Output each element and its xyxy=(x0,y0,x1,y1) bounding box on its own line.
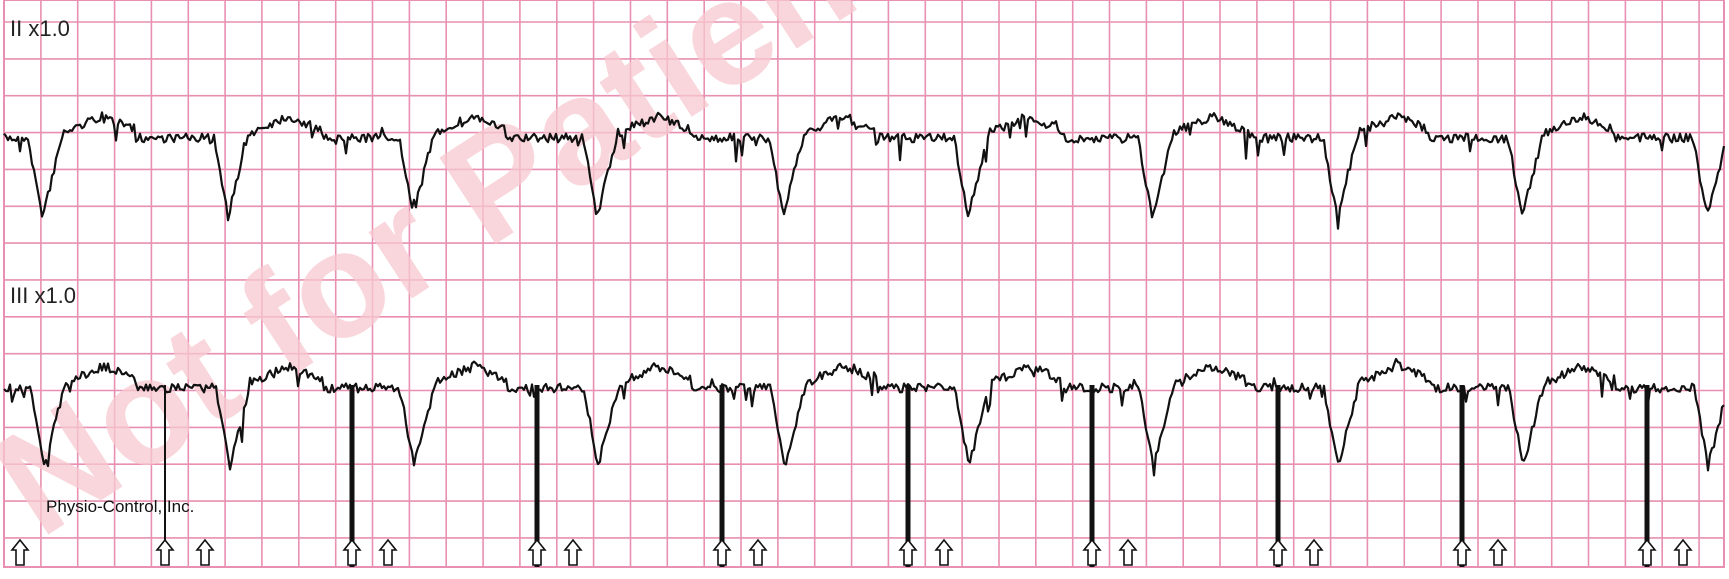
up-arrow-icon xyxy=(1637,538,1657,566)
grid-border xyxy=(3,0,1725,568)
vendor-label: Physio-Control, Inc. xyxy=(46,497,194,516)
up-arrow-icon xyxy=(1452,538,1472,566)
up-arrow-icon xyxy=(712,538,732,566)
up-arrow-icon xyxy=(155,538,175,566)
up-arrow-icon xyxy=(748,538,768,566)
ecg-traces xyxy=(3,111,1726,567)
up-arrow-icon xyxy=(1488,538,1508,566)
up-arrow-icon xyxy=(898,538,918,566)
up-arrow-icon xyxy=(1304,538,1324,566)
trace-lead-iii xyxy=(3,357,1725,477)
lead-label-ii: II x1.0 xyxy=(10,16,70,41)
ecg-grid xyxy=(3,0,1725,568)
up-arrow-icon xyxy=(1673,538,1693,566)
up-arrow-icon xyxy=(378,538,398,566)
lead-label-iii: III x1.0 xyxy=(10,283,76,308)
up-arrow-icon xyxy=(563,538,583,566)
up-arrow-icon xyxy=(1082,538,1102,566)
trace-lead-ii xyxy=(3,111,1726,230)
up-arrow-icon xyxy=(1118,538,1138,566)
up-arrow-icon xyxy=(934,538,954,566)
up-arrow-icon xyxy=(342,538,362,566)
watermark-text: Not for Patient xyxy=(0,0,924,567)
pacing-markers xyxy=(10,538,1693,566)
up-arrow-icon xyxy=(10,538,30,566)
up-arrow-icon xyxy=(527,538,547,566)
up-arrow-icon xyxy=(1268,538,1288,566)
up-arrow-icon xyxy=(195,538,215,566)
